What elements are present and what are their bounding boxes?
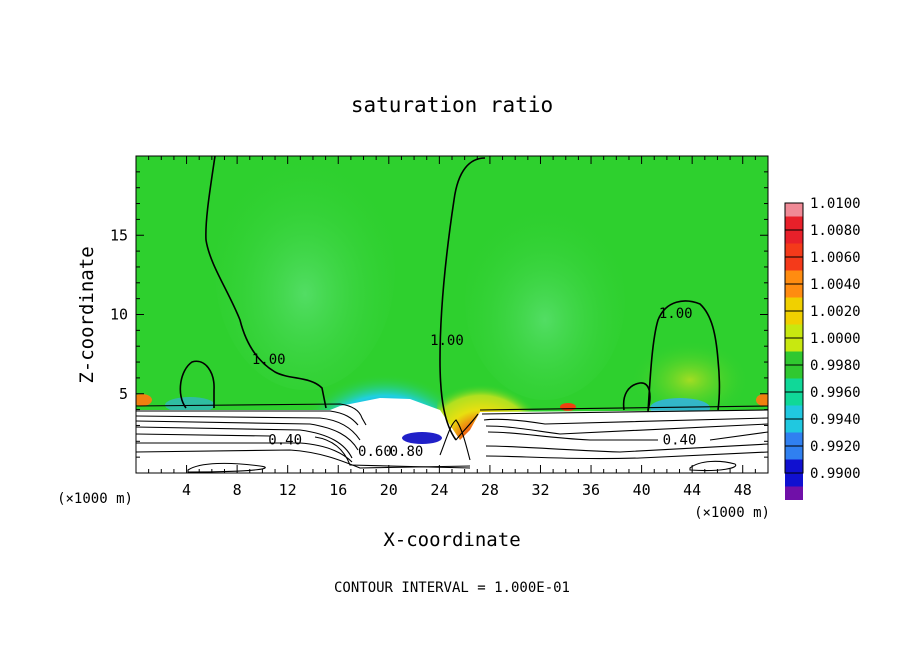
contour-line [136, 410, 359, 426]
contour-line [487, 431, 658, 441]
contour-line [205, 156, 327, 409]
x-tick-label: 24 [430, 481, 448, 499]
colorbar-segment [785, 486, 803, 500]
contour-label: 1.00 [659, 306, 693, 322]
colorbar-label: 1.0100 [810, 196, 861, 212]
colorbar-label: 0.9900 [810, 466, 861, 482]
contour-line [179, 360, 215, 409]
x-unit-right: (×1000 m) [694, 505, 770, 521]
contour-line [485, 423, 768, 435]
contour-line [136, 426, 353, 459]
contour-line [689, 460, 737, 472]
contour-labels: 1.00 1.00 1.00 0.40 0.40 0.600.80 [252, 306, 697, 460]
contour-label: 0.40 [268, 433, 302, 449]
colorbar-label: 0.9960 [810, 385, 861, 401]
contour-line [136, 433, 271, 437]
contour-lines-1-00 [179, 156, 721, 441]
colorbar-label: 0.9920 [810, 439, 861, 455]
contour-label: 0.80 [390, 444, 424, 460]
chart-title: saturation ratio [351, 93, 553, 117]
contour-line [187, 462, 266, 473]
field-light-region-right [465, 200, 625, 400]
contour-line [455, 413, 479, 441]
contour-label: 0.40 [663, 433, 697, 449]
x-tick-label: 44 [683, 481, 701, 499]
contour-label: 0.60 [358, 444, 392, 460]
x-tick-label: 4 [182, 481, 191, 499]
field-orange-patch-left [136, 394, 152, 406]
colorbar: 1.0100 1.0080 1.0060 1.0040 1.0020 1.0000 0.99… [784, 196, 861, 500]
contour-line [622, 382, 651, 411]
x-tick-label: 12 [279, 481, 297, 499]
colorbar-label: 1.0000 [810, 331, 861, 347]
footer-note: CONTOUR INTERVAL = 1.000E-01 [334, 580, 570, 596]
colorbar-label: 1.0060 [810, 250, 861, 266]
colorbar-label: 1.0080 [810, 223, 861, 239]
colorbar-label: 0.9940 [810, 412, 861, 428]
x-tick-label: 20 [380, 481, 398, 499]
contour-line [439, 419, 471, 461]
contour-label: 1.00 [252, 352, 286, 368]
contour-line [485, 443, 768, 453]
field-yellow-patch [630, 340, 750, 420]
y-axis-ticks: 5 10 15 [110, 171, 768, 458]
contour-line [709, 431, 768, 441]
field-red-patch [560, 403, 576, 411]
contour-line [485, 451, 768, 460]
contour-line [314, 436, 471, 469]
x-unit-left: (×1000 m) [57, 491, 133, 507]
y-tick-label: 10 [110, 306, 128, 324]
terrain-region [136, 398, 768, 473]
field-light-region-left [215, 156, 395, 390]
y-tick-label: 15 [110, 226, 128, 244]
x-axis-label: X-coordinate [383, 529, 520, 551]
x-tick-label: 48 [734, 481, 752, 499]
plot-field: 1.00 1.00 1.00 0.40 0.40 0.600.80 [136, 156, 768, 473]
x-axis-ticks: 4 8 12 16 20 24 28 32 36 40 44 48 [148, 156, 756, 499]
y-axis-label: Z-coordinate [76, 246, 98, 383]
colorbar-label: 1.0040 [810, 277, 861, 293]
contour-line [439, 157, 486, 441]
contour-line [136, 449, 471, 469]
contour-line [136, 420, 359, 451]
contour-label: 1.00 [430, 333, 464, 349]
contour-line [136, 442, 353, 463]
colorbar-label: 1.0020 [810, 304, 861, 320]
x-tick-label: 40 [633, 481, 651, 499]
contour-line [481, 409, 768, 415]
colorbar-label: 0.9980 [810, 358, 861, 374]
contour-line [136, 403, 367, 426]
y-tick-label: 5 [119, 385, 128, 403]
contour-line [136, 415, 361, 441]
x-tick-label: 16 [329, 481, 347, 499]
contour-line [483, 417, 768, 425]
x-tick-label: 8 [233, 481, 242, 499]
contour-line [479, 405, 768, 411]
x-tick-label: 36 [582, 481, 600, 499]
x-tick-label: 32 [531, 481, 549, 499]
field-dark-blue-patch [402, 432, 442, 444]
contour-line [647, 300, 721, 413]
field-orange-patch-right [756, 394, 768, 406]
colorbar-segment [785, 203, 803, 217]
contour-lines-lower [136, 403, 768, 473]
x-tick-label: 28 [481, 481, 499, 499]
